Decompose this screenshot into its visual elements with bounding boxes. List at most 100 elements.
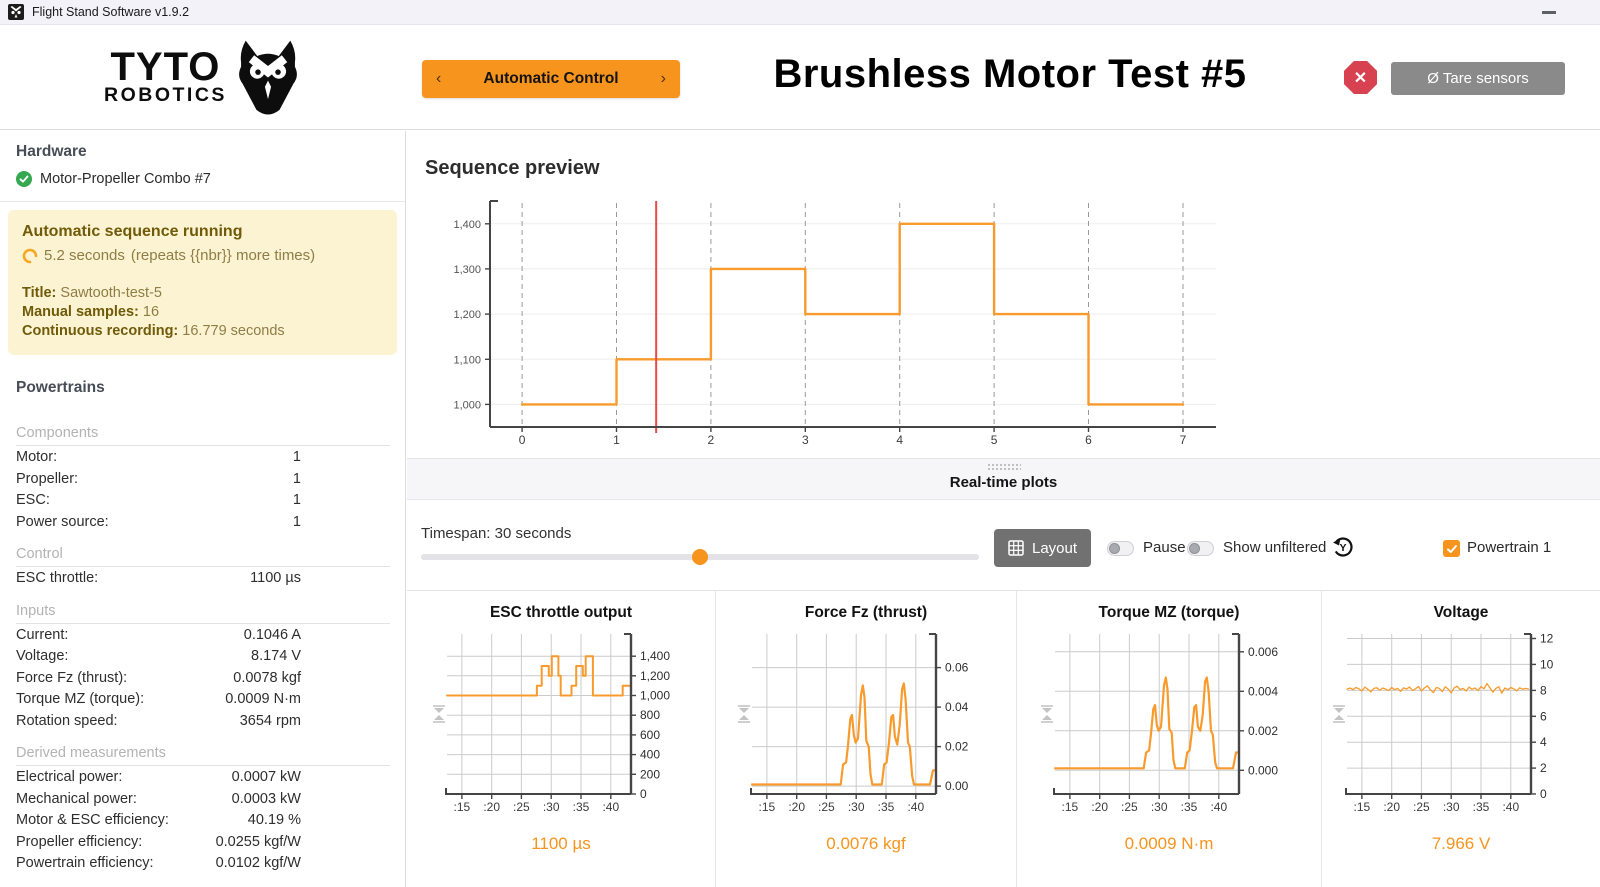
svg-text::15: :15 (454, 800, 471, 814)
tare-sensors-button[interactable]: Ø Tare sensors (1391, 62, 1565, 95)
stat-row: Mechanical power: 0.0003 kW (16, 788, 301, 810)
svg-text:0.002: 0.002 (1248, 724, 1278, 738)
svg-text:Y: Y (1339, 542, 1346, 554)
stat-value: 0.0003 kW (231, 790, 301, 807)
stat-section: Components Motor: 1 Propeller: 1 ESC: 1 Power s… (0, 411, 405, 532)
stat-value: 0.0102 kgf/W (215, 855, 301, 871)
app-logo-icon (8, 4, 24, 20)
stat-label: Motor: (16, 449, 58, 465)
svg-text::30: :30 (848, 800, 865, 814)
svg-text::35: :35 (878, 800, 895, 814)
reset-y-axis-icon[interactable]: Y (1331, 535, 1355, 559)
svg-text::25: :25 (513, 800, 530, 814)
force-fz-chart[interactable]: 0.00 0.02 0.04 0.06:15:20:25:30:35:40 (732, 628, 1000, 820)
svg-text:0.02: 0.02 (945, 740, 969, 754)
svg-text::25: :25 (1121, 800, 1138, 814)
stat-section-heading: Control (16, 538, 390, 567)
svg-text::40: :40 (1502, 800, 1519, 814)
svg-text:1: 1 (613, 433, 620, 447)
stat-row: Propeller: 1 (16, 468, 301, 490)
chart-panel-esc-throttle: ESC throttle output 0 200 400 600 800 1,000 1,… (407, 591, 715, 887)
grid-icon (1008, 540, 1024, 556)
stat-label: ESC: (16, 492, 50, 508)
mode-prev-icon[interactable]: ‹ (436, 70, 442, 87)
chart-title: Torque MZ (torque) (1098, 604, 1240, 621)
chart-current-value: 1100 µs (531, 834, 591, 853)
stat-label: Rotation speed: (16, 712, 118, 729)
torque-mz-chart[interactable]: 0.000 0.002 0.004 0.006:15:20:25:30:35:40 (1035, 628, 1303, 820)
svg-text:0.000: 0.000 (1248, 763, 1278, 777)
alert-title-row: Title: Sawtooth-test-5 (22, 285, 162, 301)
svg-text:7: 7 (1180, 433, 1187, 447)
stat-value: 0.0009 N·m (225, 691, 301, 707)
svg-text:12: 12 (1540, 632, 1554, 646)
pause-label: Pause (1143, 539, 1186, 556)
spinner-icon (22, 248, 38, 263)
show-unfiltered-label: Show unfiltered (1223, 539, 1327, 556)
pause-toggle[interactable] (1107, 541, 1134, 556)
stop-x-icon: ✕ (1353, 69, 1368, 87)
alert-elapsed-time: 5.2 seconds (44, 247, 125, 264)
powertrains-heading: Powertrains (16, 379, 105, 396)
svg-text:0.006: 0.006 (1248, 645, 1278, 659)
stat-value: 1100 µs (250, 570, 301, 586)
stat-value: 1 (292, 470, 301, 487)
svg-text:1,000: 1,000 (453, 399, 481, 411)
esc-throttle-chart[interactable]: 0 200 400 600 800 1,000 1,200 1,400:15:20:25:30… (427, 628, 695, 820)
svg-text::30: :30 (543, 800, 560, 814)
svg-text:1,200: 1,200 (453, 309, 481, 321)
stat-label: Powertrain efficiency: (16, 855, 154, 871)
realtime-plots-label: Real-time plots (949, 474, 1058, 491)
slider-thumb[interactable] (692, 549, 708, 565)
svg-text:2: 2 (708, 433, 715, 447)
svg-text:0.00: 0.00 (945, 779, 969, 793)
hardware-device-label: Motor-Propeller Combo #7 (40, 171, 211, 187)
svg-text::15: :15 (1354, 800, 1371, 814)
automatic-control-button[interactable]: ‹ Automatic Control › (422, 60, 680, 98)
stop-button[interactable]: ✕ (1344, 61, 1377, 94)
logo-text-tyto: TYTO (110, 44, 221, 89)
stat-row: Propeller efficiency: 0.0255 kgf/W (16, 831, 301, 853)
stat-section-heading: Inputs (16, 595, 390, 624)
svg-text::15: :15 (759, 800, 776, 814)
svg-text:200: 200 (640, 767, 660, 781)
main-area: Sequence preview 1,000 1,100 1,200 1,300 1,4… (407, 131, 1600, 887)
hardware-device-item[interactable]: Motor-Propeller Combo #7 (16, 171, 389, 187)
minimize-button[interactable] (1542, 11, 1556, 14)
window-title: Flight Stand Software v1.9.2 (32, 5, 190, 19)
stat-row: ESC: 1 (16, 489, 301, 511)
stat-label: Torque MZ (torque): (16, 691, 145, 707)
stat-label: Motor & ESC efficiency: (16, 812, 169, 828)
voltage-chart[interactable]: 0 2 4 6 8 10 12:15:20:25:30:35:40 (1327, 628, 1595, 820)
show-unfiltered-toggle[interactable] (1187, 541, 1214, 556)
stat-label: Propeller: (16, 470, 79, 487)
svg-text:1,400: 1,400 (640, 649, 670, 663)
sequence-preview-chart[interactable]: 1,000 1,100 1,200 1,300 1,400 0 1 2 3 4 5 6 7 (420, 195, 1226, 453)
mode-label: Automatic Control (483, 70, 619, 87)
stat-label: Voltage: (16, 648, 69, 664)
check-circle-icon (16, 171, 32, 187)
svg-text:0.06: 0.06 (945, 661, 969, 675)
svg-text:800: 800 (640, 708, 660, 722)
svg-text::20: :20 (483, 800, 500, 814)
title-bar: Flight Stand Software v1.9.2 (0, 0, 1600, 25)
sequence-running-alert: Automatic sequence running 5.2 seconds (… (8, 210, 397, 355)
test-title: Brushless Motor Test #5 (773, 52, 1247, 96)
realtime-plots-divider: Real-time plots (407, 458, 1600, 500)
alert-samples-row: Manual samples: 16 (22, 304, 160, 320)
layout-button[interactable]: Layout (994, 529, 1092, 567)
stat-label: Power source: (16, 513, 109, 530)
stat-label: Propeller efficiency: (16, 833, 143, 850)
mode-next-icon[interactable]: › (660, 70, 666, 87)
chart-title: Force Fz (thrust) (804, 604, 928, 621)
svg-text::25: :25 (818, 800, 835, 814)
stat-label: Mechanical power: (16, 790, 137, 807)
svg-text:0: 0 (1540, 787, 1547, 801)
panel-resize-handle[interactable] (986, 463, 1021, 470)
stat-value: 0.0007 kW (231, 769, 301, 785)
owl-logo-icon (239, 40, 297, 115)
timespan-slider[interactable] (421, 549, 979, 565)
realtime-controls: Timespan: 30 seconds Layout Pause Show u… (407, 500, 1600, 590)
powertrain-checkbox[interactable] (1443, 540, 1460, 557)
svg-text::25: :25 (1413, 800, 1430, 814)
